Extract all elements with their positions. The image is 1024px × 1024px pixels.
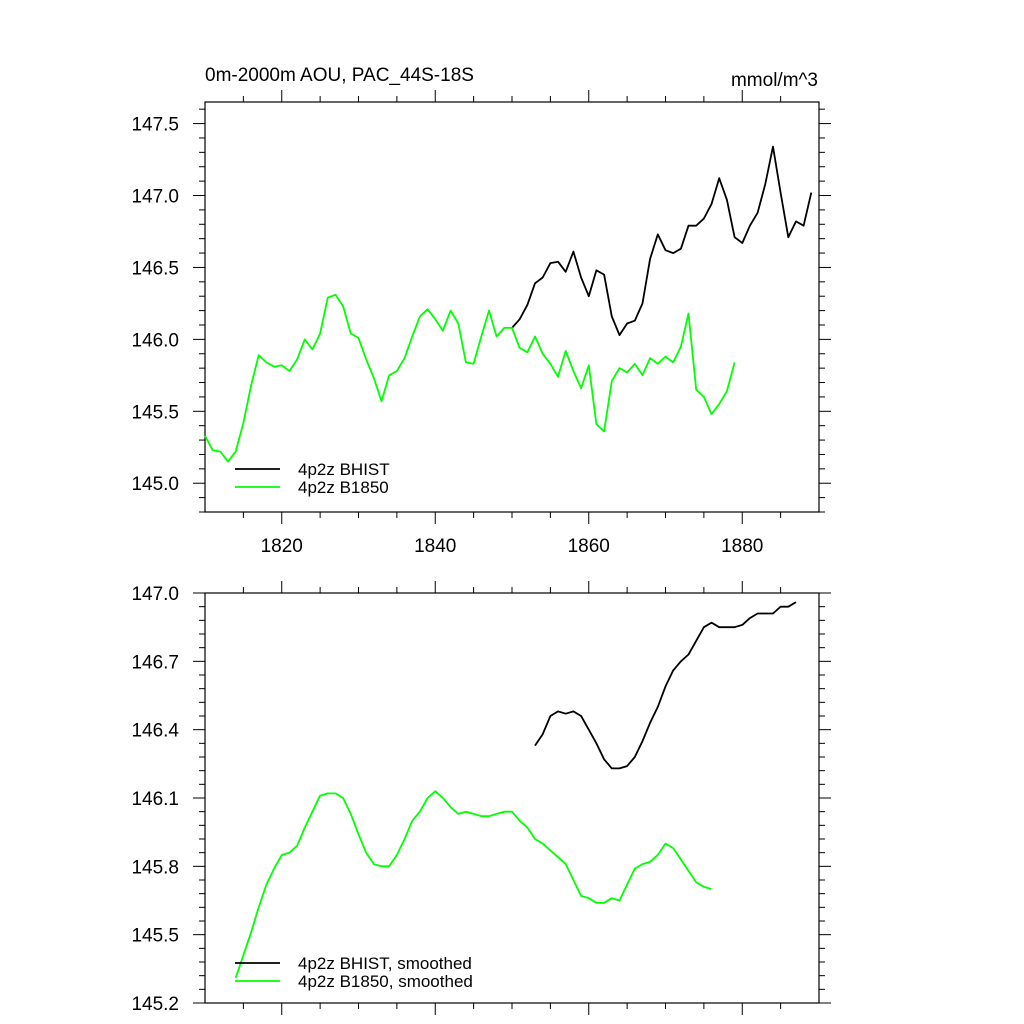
plot-frame: [204, 592, 820, 1004]
y-tick-label: 146.5: [131, 258, 179, 279]
legend-label: 4p2z BHIST: [298, 460, 390, 479]
chart-panel-top: 1820 1840 1860 1880 145.0 145.5 146.0 146.5 147.…: [131, 90, 831, 557]
y-tick-label: 146.0: [131, 330, 179, 351]
legend-label: 4p2z B1850, smoothed: [298, 972, 473, 991]
y-tick-label: 146.4: [131, 721, 179, 742]
y-tick-label: 147.5: [131, 115, 179, 136]
chart-title: 0m-2000m AOU, PAC_44S-18S: [205, 65, 474, 86]
x-tick-label: 1840: [414, 536, 456, 557]
legend-label: 4p2z B1850: [298, 478, 389, 497]
legend-label: 4p2z BHIST, smoothed: [298, 954, 472, 973]
series-line-b1850: [234, 790, 712, 979]
y-tick-label: 145.5: [131, 402, 179, 423]
y-tick-label: 145.5: [131, 926, 179, 947]
series-line-bhist: [534, 601, 797, 770]
series-line-b1850: [204, 293, 736, 463]
chart-panel-bottom: 145.2 145.5 145.8 146.1 146.4 146.7 147.0 4p2z …: [131, 581, 831, 1015]
y-tick-label: 147.0: [131, 187, 179, 208]
y-tick-label: 145.8: [131, 857, 179, 878]
chart-units-label: mmol/m^3: [731, 70, 818, 91]
y-tick-label: 145.2: [131, 994, 179, 1015]
y-tick-label: 146.7: [131, 652, 179, 673]
x-tick-label: 1880: [721, 536, 763, 557]
x-tick-label: 1860: [568, 536, 610, 557]
y-tick-label: 145.0: [131, 474, 179, 495]
plot-frame: [204, 101, 820, 513]
series-line-bhist: [511, 145, 813, 337]
y-tick-label: 147.0: [131, 584, 179, 605]
x-tick-label: 1820: [261, 536, 303, 557]
y-tick-label: 146.1: [131, 789, 179, 810]
